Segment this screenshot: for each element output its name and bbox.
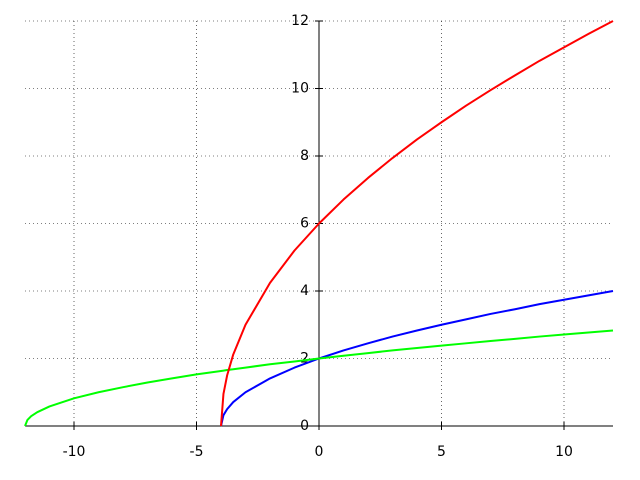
- y-tick-label: 2: [300, 351, 309, 367]
- x-tick-label: -5: [190, 444, 204, 460]
- y-tick-label: 12: [291, 13, 309, 29]
- x-tick-label: 0: [315, 444, 324, 460]
- y-tick-label: 6: [300, 216, 309, 232]
- series-line: [220, 290, 614, 427]
- y-tick-label: 8: [300, 148, 309, 164]
- series-line: [24, 329, 614, 427]
- series-line: [220, 20, 614, 427]
- x-tick-label: 5: [437, 444, 446, 460]
- x-tick-label: 10: [555, 444, 573, 460]
- y-tick-label: 10: [291, 81, 309, 97]
- y-tick-label: 4: [300, 283, 309, 299]
- x-tick-label: -10: [63, 444, 86, 460]
- y-tick-label: 0: [300, 418, 309, 434]
